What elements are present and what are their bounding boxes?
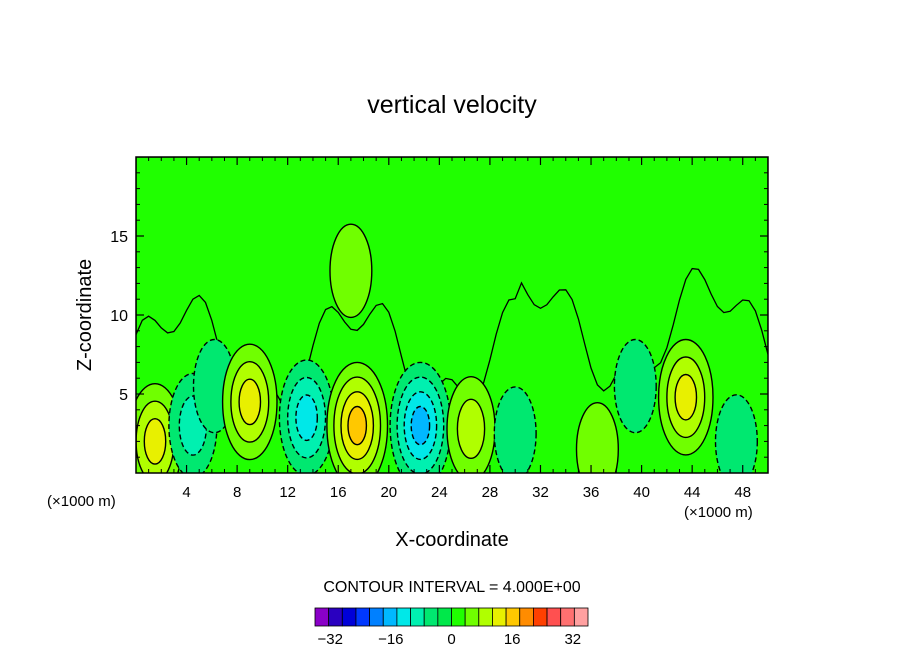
colorbar-tick-labels: −32 −16 0 16 32 [317, 631, 581, 648]
cell-updraft-13 [329, 223, 373, 319]
colorbar-tick-label: 16 [504, 631, 521, 648]
colorbar-swatch [341, 607, 357, 627]
x-tick-label: 32 [532, 484, 549, 501]
contour-level [456, 398, 486, 459]
contour-level [674, 373, 698, 421]
chart-title: vertical velocity [367, 91, 537, 119]
x-tick-label: 16 [330, 484, 347, 501]
colorbar-swatch [546, 607, 562, 627]
colorbar-swatch [451, 607, 466, 627]
contour-level [329, 223, 373, 319]
contour-level [575, 402, 619, 473]
colorbar-tick-label: 0 [447, 631, 455, 648]
colorbar-swatch [369, 607, 384, 627]
colorbar-swatch [464, 607, 480, 627]
y-axis-ticks: 5 10 15 [110, 172, 768, 458]
colorbar-swatch [505, 607, 521, 627]
colorbar-swatch [396, 607, 411, 627]
y-tick-label: 10 [110, 308, 128, 325]
contour-level [238, 378, 262, 426]
cell-downdraft-8 [493, 386, 537, 473]
x-tick-label: 28 [482, 484, 499, 501]
y-axis-label: Z-coordinate [74, 259, 96, 371]
colorbar-swatch [492, 607, 507, 627]
contour-level [295, 394, 318, 442]
x-tick-label: 40 [633, 484, 650, 501]
contour-level [347, 405, 368, 446]
contour-level [493, 386, 537, 473]
x-axis-label: X-coordinate [395, 529, 508, 551]
cell-downdraft-6 [389, 361, 452, 473]
colorbar-tick-label: −32 [317, 631, 342, 648]
cell-updraft-11 [657, 338, 714, 456]
colorbar [314, 607, 589, 627]
colorbar-swatch [328, 607, 343, 627]
x-tick-label: 8 [233, 484, 241, 501]
colorbar-tick-label: −16 [378, 631, 403, 648]
x-tick-label: 20 [380, 484, 397, 501]
colorbar-swatch [478, 607, 493, 627]
y-tick-label: 15 [110, 229, 128, 246]
contour-level [714, 394, 758, 473]
y-tick-label: 5 [119, 387, 128, 404]
colorbar-swatch [533, 607, 548, 627]
cell-updraft-7 [446, 376, 496, 473]
cell-downdraft-12 [714, 394, 758, 473]
colorbar-tick-label: 32 [564, 631, 581, 648]
colorbar-swatch [355, 607, 371, 627]
contour-level [143, 417, 167, 465]
x-unit-right: (×1000 m) [684, 504, 753, 521]
x-tick-label: 12 [279, 484, 296, 501]
colorbar-swatch [382, 607, 398, 627]
cell-downdraft-4 [278, 359, 335, 473]
x-tick-label: 4 [182, 484, 190, 501]
colorbar-swatch [573, 607, 589, 627]
cell-updraft-9 [575, 402, 619, 473]
colorbar-swatch [519, 607, 534, 627]
x-tick-label: 48 [734, 484, 751, 501]
contour-interval-label: CONTOUR INTERVAL = 4.000E+00 [323, 579, 580, 596]
x-axis-ticks: 4 8 12 16 20 24 28 32 36 40 44 48 [148, 157, 756, 501]
contour-level [613, 338, 657, 434]
x-tick-label: 44 [684, 484, 701, 501]
colorbar-swatch [410, 607, 425, 627]
contour-field [136, 157, 768, 473]
x-unit-left: (×1000 m) [47, 493, 116, 510]
x-tick-label: 36 [583, 484, 600, 501]
colorbar-swatch [437, 607, 452, 627]
cell-downdraft-10 [613, 338, 657, 434]
contour-level [410, 405, 431, 446]
cell-updraft-3 [221, 343, 278, 461]
cell-updraft-5 [326, 361, 389, 473]
colorbar-swatch [560, 607, 575, 627]
colorbar-swatch [423, 607, 439, 627]
x-tick-label: 24 [431, 484, 448, 501]
colorbar-swatch [314, 607, 330, 627]
